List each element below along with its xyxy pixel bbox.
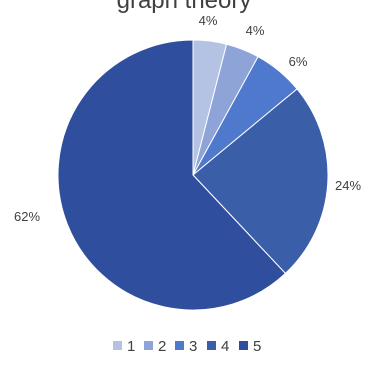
legend-label-2: 2 [158,338,166,355]
legend-label-4: 4 [221,338,229,355]
legend-item-1: 1 [113,338,135,355]
pie-slice-4 [192,88,329,275]
data-label-1: 4% [199,13,218,28]
chart-title: graph theory [116,0,252,14]
legend-swatch-1 [113,341,122,350]
legend-item-4: 4 [207,338,229,355]
data-labels: 4% 4% 6% 24% 62% [14,13,361,224]
legend-item-5: 5 [239,338,261,355]
pie-slices [57,39,329,311]
legend-swatch-2 [144,341,153,350]
pie-slice-5 [57,39,287,311]
data-label-2: 4% [246,23,265,38]
legend-item-2: 2 [144,338,166,355]
chart-legend: 1 2 3 4 5 [113,338,261,355]
legend-label-5: 5 [253,338,261,355]
data-label-3: 6% [289,54,308,69]
legend-swatch-3 [175,341,184,350]
data-label-4: 24% [335,178,361,193]
legend-label-3: 3 [189,338,197,355]
legend-swatch-4 [207,341,216,350]
legend-label-1: 1 [127,338,135,355]
data-label-5: 62% [14,209,40,224]
legend-item-3: 3 [175,338,197,355]
legend-swatch-5 [239,341,248,350]
